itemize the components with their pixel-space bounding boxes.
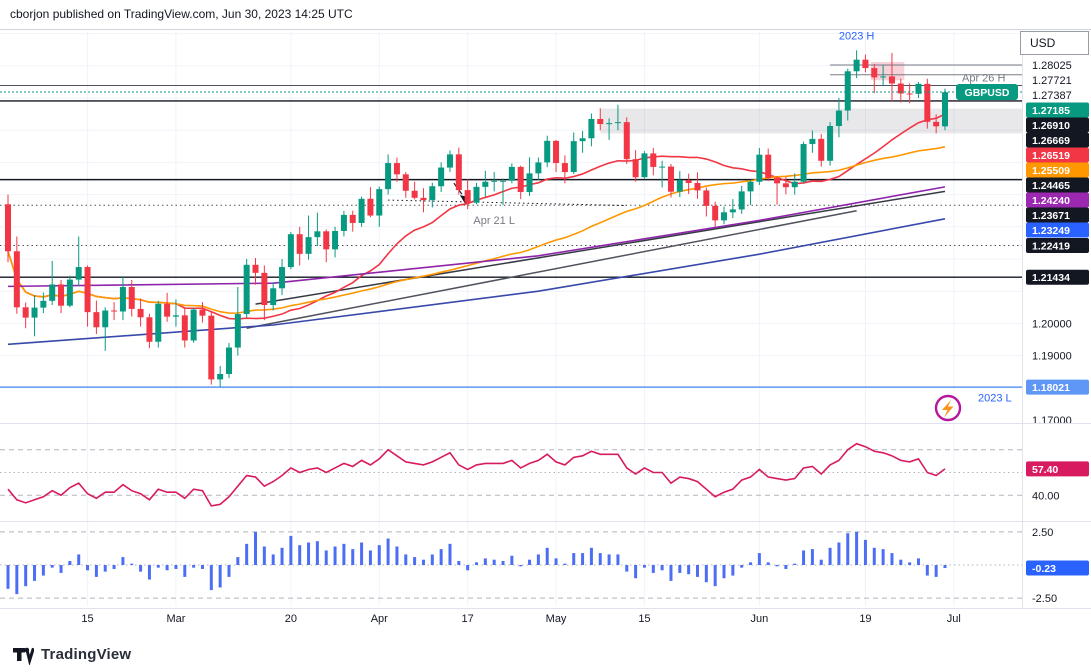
svg-text:57.40: 57.40 bbox=[1032, 464, 1058, 476]
svg-text:1.21434: 1.21434 bbox=[1032, 272, 1070, 284]
svg-text:15: 15 bbox=[81, 613, 93, 625]
svg-text:17: 17 bbox=[462, 613, 474, 625]
publish-header: cborjon published on TradingView.com, Ju… bbox=[0, 0, 1091, 30]
lightning-icon bbox=[934, 394, 962, 422]
svg-text:Mar: Mar bbox=[166, 613, 185, 625]
svg-text:1.27185: 1.27185 bbox=[1032, 105, 1070, 117]
svg-text:1.20000: 1.20000 bbox=[1032, 318, 1072, 330]
rsi-line bbox=[7, 442, 946, 507]
svg-text:1.26910: 1.26910 bbox=[1032, 120, 1070, 132]
svg-text:Jun: Jun bbox=[750, 613, 768, 625]
svg-text:Apr 26 H: Apr 26 H bbox=[962, 72, 1005, 84]
svg-text:Apr 21 L: Apr 21 L bbox=[473, 215, 515, 227]
svg-text:19: 19 bbox=[859, 613, 871, 625]
svg-text:GBPUSD: GBPUSD bbox=[965, 87, 1010, 99]
svg-text:-0.23: -0.23 bbox=[1032, 563, 1056, 575]
svg-text:1.24465: 1.24465 bbox=[1032, 180, 1070, 192]
brand-footer[interactable]: TradingView bbox=[12, 641, 131, 667]
svg-text:15: 15 bbox=[638, 613, 650, 625]
svg-text:1.26669: 1.26669 bbox=[1032, 135, 1070, 147]
svg-text:-2.50: -2.50 bbox=[1032, 593, 1057, 605]
trendlines bbox=[246, 182, 946, 329]
svg-text:1.18021: 1.18021 bbox=[1032, 382, 1070, 394]
ma-slow-purple bbox=[7, 186, 946, 288]
svg-text:1.28025: 1.28025 bbox=[1032, 60, 1072, 72]
symbol-chip: GBPUSD bbox=[956, 84, 1018, 101]
annotations: 2023 H Apr 26 H Apr 21 L 2023 L bbox=[473, 30, 1011, 404]
svg-text:1.27387: 1.27387 bbox=[1032, 90, 1072, 102]
zones bbox=[600, 61, 1022, 134]
brand-name: TradingView bbox=[41, 645, 132, 663]
tradingview-logo-icon bbox=[13, 647, 34, 665]
rsi-pane: 40.00 57.40 bbox=[0, 442, 1089, 507]
svg-text:May: May bbox=[546, 613, 567, 625]
svg-text:2023 H: 2023 H bbox=[839, 30, 875, 42]
svg-text:1.27721: 1.27721 bbox=[1032, 75, 1072, 87]
svg-text:1.24240: 1.24240 bbox=[1032, 195, 1070, 207]
pane-separators bbox=[0, 30, 1091, 609]
momentum-pane: 2.50 -2.50 -0.23 bbox=[0, 527, 1089, 605]
svg-text:1.23671: 1.23671 bbox=[1032, 210, 1070, 222]
svg-text:1.23249: 1.23249 bbox=[1032, 225, 1070, 237]
svg-text:1.25509: 1.25509 bbox=[1032, 165, 1070, 177]
svg-text:1.19000: 1.19000 bbox=[1032, 351, 1072, 363]
svg-text:1.17000: 1.17000 bbox=[1032, 415, 1072, 427]
quote-currency-label: USD bbox=[1030, 36, 1056, 50]
ma-medium-orange bbox=[7, 146, 946, 314]
quote-currency-box[interactable]: USD bbox=[1020, 31, 1089, 55]
candlestick-series bbox=[5, 50, 948, 387]
time-axis[interactable]: 15 Mar 20 Apr 17 May 15 Jun 19 Jul bbox=[81, 613, 960, 625]
svg-text:Apr: Apr bbox=[371, 613, 388, 625]
svg-text:1.22419: 1.22419 bbox=[1032, 241, 1070, 253]
svg-text:2.50: 2.50 bbox=[1032, 527, 1053, 539]
svg-text:Jul: Jul bbox=[947, 613, 961, 625]
svg-text:1.26519: 1.26519 bbox=[1032, 150, 1070, 162]
svg-text:2023 L: 2023 L bbox=[978, 393, 1012, 405]
svg-text:40.00: 40.00 bbox=[1032, 490, 1060, 502]
publish-attribution: cborjon published on TradingView.com, Ju… bbox=[10, 7, 353, 21]
svg-text:20: 20 bbox=[285, 613, 297, 625]
price-axis[interactable]: 1.28025 1.27721 1.27387 1.27185 1.26910 1.266… bbox=[1026, 60, 1089, 427]
